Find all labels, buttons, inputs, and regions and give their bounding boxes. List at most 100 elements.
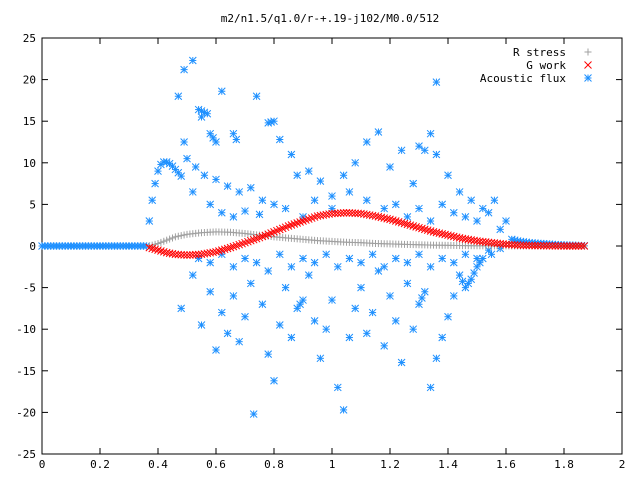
data-point: [536, 241, 545, 250]
data-point: [426, 262, 435, 271]
data-point: [232, 241, 241, 250]
data-point: [455, 188, 464, 196]
data-point: [264, 267, 273, 275]
y-tick-label: 20: [23, 74, 36, 87]
data-point: [151, 245, 159, 254]
y-tick-label: 25: [23, 32, 36, 45]
data-point: [174, 250, 183, 259]
data-point: [177, 232, 185, 240]
data-point: [174, 232, 182, 240]
y-tick-label: -20: [16, 406, 36, 419]
data-point: [151, 179, 159, 188]
data-point: [560, 242, 568, 250]
data-point: [229, 129, 238, 138]
data-point: [328, 209, 336, 218]
y-tick-label: 10: [23, 157, 36, 170]
data-point: [386, 163, 394, 171]
data-point: [299, 217, 307, 225]
data-point: [275, 135, 284, 144]
data-point: [223, 329, 232, 338]
data-point: [449, 292, 458, 300]
data-point: [229, 292, 238, 300]
data-point: [397, 146, 406, 155]
data-point: [171, 250, 180, 259]
data-point: [377, 213, 386, 222]
data-point: [516, 241, 525, 250]
data-point: [391, 317, 400, 325]
data-point: [444, 171, 452, 180]
data-point: [223, 182, 232, 190]
data-point: [438, 254, 447, 263]
data-point: [322, 250, 331, 259]
data-point: [310, 317, 319, 325]
data-point: [188, 250, 197, 259]
data-point: [362, 196, 371, 205]
data-point: [403, 258, 412, 267]
data-point: [380, 204, 389, 213]
data-point: [194, 254, 203, 263]
data-point: [287, 150, 296, 159]
data-point: [432, 354, 441, 363]
data-point: [374, 212, 383, 221]
data-point: [351, 209, 360, 218]
data-point: [473, 217, 481, 225]
data-point: [391, 254, 400, 263]
data-point: [383, 214, 391, 223]
data-point: [252, 258, 261, 267]
data-point: [548, 241, 557, 250]
data-point: [258, 300, 267, 309]
data-point: [191, 163, 200, 171]
y-tick-label: -10: [16, 323, 36, 336]
data-point: [284, 222, 293, 230]
data-point: [229, 262, 238, 271]
data-point: [304, 215, 313, 223]
data-point: [455, 271, 464, 279]
data-point: [362, 138, 371, 146]
data-point: [333, 383, 342, 392]
data-point: [293, 219, 302, 227]
y-tick-label: 5: [29, 198, 36, 211]
data-point: [406, 221, 415, 230]
y-tick-label: -5: [23, 282, 36, 295]
y-axis: 25 20 15 10 5 0 -5 -10 -15 -20 -25: [16, 32, 622, 461]
data-point: [235, 337, 244, 346]
data-point: [374, 267, 383, 275]
data-point: [322, 325, 331, 334]
data-point: [484, 208, 493, 217]
legend-label: Acoustic flux: [480, 72, 566, 85]
data-point: [212, 247, 220, 256]
data-point: [177, 304, 186, 313]
data-point: [487, 250, 496, 259]
data-point: [551, 242, 560, 250]
legend-label: G work: [526, 59, 566, 72]
data-point: [420, 225, 429, 234]
data-point: [397, 358, 406, 367]
data-point: [220, 245, 229, 254]
data-point: [438, 229, 447, 238]
data-point: [336, 209, 345, 217]
x-tick-label: 0.4: [148, 458, 168, 471]
data-point: [371, 212, 380, 220]
data-point: [386, 292, 394, 300]
data-point: [502, 217, 510, 225]
data-point: [206, 258, 215, 267]
data-point: [339, 171, 348, 180]
data-point: [380, 262, 389, 271]
data-point: [438, 333, 447, 342]
data-point: [177, 172, 186, 180]
data-point: [467, 196, 476, 205]
data-point: [217, 246, 226, 255]
data-point: [577, 242, 586, 250]
data-point: [473, 262, 481, 271]
data-point: [174, 92, 183, 101]
data-point: [400, 219, 409, 228]
data-point: [310, 213, 319, 221]
data-point: [403, 279, 412, 288]
data-point: [449, 208, 458, 217]
x-axis: 0 0.2 0.4 0.6 0.8 1 1.2 1.4 1.6 1.8 2: [39, 38, 625, 471]
series-acoustic-flux: [38, 56, 589, 418]
data-point: [563, 242, 571, 250]
data-point: [209, 133, 217, 142]
